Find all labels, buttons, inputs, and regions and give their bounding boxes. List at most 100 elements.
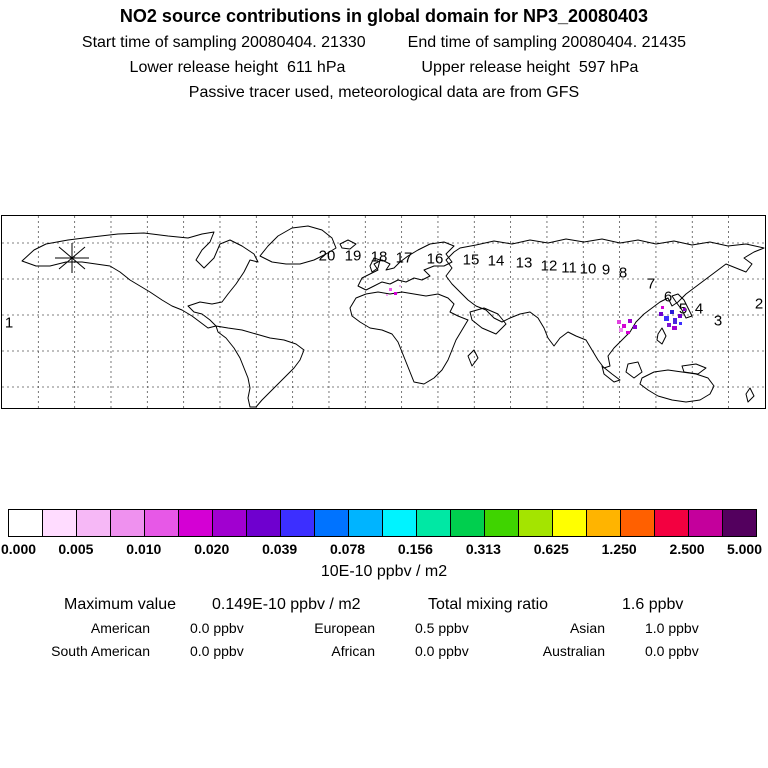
map-svg (2, 216, 765, 408)
track-point-label-8: 8 (618, 264, 628, 282)
tracer-info-text: Passive tracer used, meteorological data… (188, 84, 580, 101)
colorbar-segment (451, 510, 485, 536)
track-point-label-16: 16 (426, 250, 444, 268)
track-point-label-19: 19 (344, 247, 362, 265)
colorbar-segment (111, 510, 145, 536)
concentration-cell (619, 328, 623, 332)
concentration-cell (678, 314, 682, 318)
maximum-value-label: Maximum value (64, 596, 177, 613)
concentration-cell (394, 292, 397, 295)
coastlines (21, 225, 765, 408)
region-name: Australian (542, 643, 605, 659)
page-title: NO2 source contributions in global domai… (119, 6, 649, 26)
sampling-start-text: Start time of sampling 20080404. 21330 (81, 34, 366, 51)
release-height-line: Lower release height 611 hPa Upper relea… (0, 59, 768, 77)
colorbar-segment (553, 510, 587, 536)
region-name: European (314, 620, 375, 636)
world-map: 1234567891011121314151617181920 (1, 215, 766, 409)
coast-iceland (339, 239, 357, 250)
colorbar-tick-label: 0.005 (58, 541, 94, 557)
colorbar-tick-label: 0.000 (0, 541, 37, 557)
colorbar-tick-label: 0.039 (262, 541, 298, 557)
track-point-label-2: 2 (754, 295, 764, 313)
colorbar-segment (281, 510, 315, 536)
source-location-marker (55, 243, 89, 273)
colorbar-units: 10E-10 ppbv / m2 (320, 563, 448, 580)
colorbar-segment (417, 510, 451, 536)
regional-contributions-table: American 0.0 ppbv European 0.5 ppbv Asian 1.0… (28, 620, 717, 659)
coast-sumatra (601, 365, 621, 383)
total-mixing-label: Total mixing ratio (428, 596, 549, 613)
colorbar-tick-label: 0.010 (126, 541, 162, 557)
colorbar-segment (349, 510, 383, 536)
concentration-cell (389, 288, 392, 291)
track-point-label-1: 1 (4, 314, 14, 332)
colorbar (8, 509, 757, 537)
concentration-cell (659, 312, 663, 316)
region-name: American (90, 620, 150, 636)
concentration-cell (683, 308, 686, 311)
track-point-label-17: 17 (395, 249, 413, 267)
lower-release-text: Lower release height 611 hPa (129, 59, 346, 76)
coast-south-america (215, 325, 305, 408)
colorbar-segment (689, 510, 723, 536)
region-name: Asian (569, 620, 605, 636)
region-value: 0.0 ppbv (190, 620, 244, 636)
region-value: 0.0 ppbv (190, 643, 244, 659)
colorbar-segment (247, 510, 281, 536)
summary-line: Maximum value 0.149E-10 ppbv / m2 Total … (0, 596, 768, 616)
coast-asia (445, 238, 765, 369)
track-point-label-4: 4 (694, 300, 704, 318)
track-point-label-7: 7 (646, 275, 656, 293)
upper-release-text: Upper release height 597 hPa (421, 59, 639, 76)
colorbar-segment (723, 510, 756, 536)
coast-europe (357, 241, 455, 291)
colorbar-segment (179, 510, 213, 536)
coast-madagascar (467, 349, 479, 367)
concentration-cell (673, 318, 677, 324)
colorbar-segment (587, 510, 621, 536)
concentration-cell (633, 325, 637, 329)
coast-new-guinea (681, 363, 707, 375)
track-point-label-11: 11 (561, 259, 577, 277)
colorbar-segment (43, 510, 77, 536)
concentration-cell (386, 294, 388, 296)
colorbar-segment (621, 510, 655, 536)
track-point-label-13: 13 (515, 254, 533, 272)
colorbar-tick-label: 0.625 (533, 541, 569, 557)
sampling-end-text: End time of sampling 20080404. 21435 (407, 34, 687, 51)
colorbar-tick-label: 2.500 (669, 541, 705, 557)
concentration-cell (626, 331, 630, 334)
coast-africa (349, 291, 469, 385)
colorbar-tick-label: 0.313 (465, 541, 501, 557)
maximum-value: 0.149E-10 ppbv / m2 (212, 596, 361, 613)
concentration-cell (670, 310, 674, 314)
track-point-label-18: 18 (370, 248, 388, 266)
coast-greenland (259, 225, 337, 265)
track-point-label-12: 12 (540, 257, 558, 275)
colorbar-tick-label: 1.250 (601, 541, 637, 557)
track-point-label-14: 14 (487, 252, 505, 270)
concentration-cell (667, 323, 671, 327)
sampling-time-line: Start time of sampling 20080404. 21330 E… (0, 34, 768, 52)
coast-new-zealand (745, 387, 755, 403)
colorbar-segment (145, 510, 179, 536)
tracer-info-line: Passive tracer used, meteorological data… (0, 84, 768, 102)
source-marker-line (58, 246, 86, 270)
track-point-label-9: 9 (601, 261, 611, 279)
colorbar-segment (213, 510, 247, 536)
colorbar-segment (9, 510, 43, 536)
colorbar-tick-label: 0.078 (330, 541, 366, 557)
region-value: 0.0 ppbv (415, 643, 469, 659)
colorbar-segment (77, 510, 111, 536)
coast-north-america (21, 231, 259, 329)
coast-australia (639, 369, 715, 403)
concentration-cell (617, 320, 621, 324)
region-name: South American (51, 643, 150, 659)
coast-japan (671, 293, 693, 319)
concentration-cell (661, 306, 664, 309)
region-name: African (331, 643, 375, 659)
colorbar-tick-label: 5.000 (726, 541, 763, 557)
coast-borneo (625, 361, 643, 379)
